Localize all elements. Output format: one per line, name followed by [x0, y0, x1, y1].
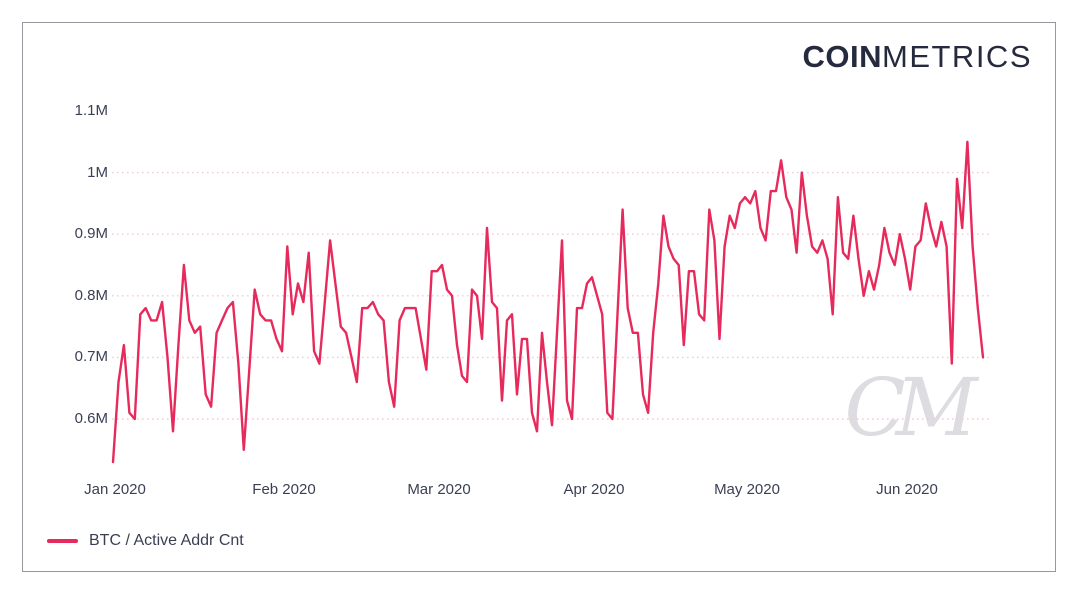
y-axis-tick-label: 0.8M: [74, 286, 108, 304]
legend-line-swatch: [47, 539, 78, 543]
logo-text-bold: COIN: [802, 39, 882, 74]
logo-text-light: METRICS: [882, 39, 1032, 74]
x-axis-tick-label: Jun 2020: [876, 481, 938, 498]
btc-active-addr-line: [111, 140, 985, 464]
x-axis-tick-label: Mar 2020: [407, 481, 471, 498]
x-axis-tick-label: Apr 2020: [563, 481, 625, 498]
y-axis-tick-label: 1.1M: [74, 102, 108, 119]
x-axis-tick-label: Feb 2020: [252, 481, 316, 498]
y-axis-tick-label: 0.9M: [74, 225, 108, 243]
x-axis-tick-label: May 2020: [714, 481, 780, 498]
chart-card: [22, 22, 1056, 572]
cm-watermark: CM: [844, 361, 977, 454]
y-axis-tick-label: 0.6M: [74, 410, 108, 427]
y-axis-tick-label: 1M: [87, 163, 108, 181]
y-axis-tick-label: 0.7M: [74, 348, 108, 366]
legend-label: BTC / Active Addr Cnt: [89, 532, 244, 549]
x-axis-tick-label: Jan 2020: [84, 481, 146, 498]
coinmetrics-logo: COINMETRICS: [803, 41, 1033, 73]
legend-item-btc-active-addr[interactable]: BTC / Active Addr Cnt: [47, 532, 244, 550]
gridlines: [112, 171, 990, 420]
legend: BTC / Active Addr Cnt: [47, 532, 244, 550]
